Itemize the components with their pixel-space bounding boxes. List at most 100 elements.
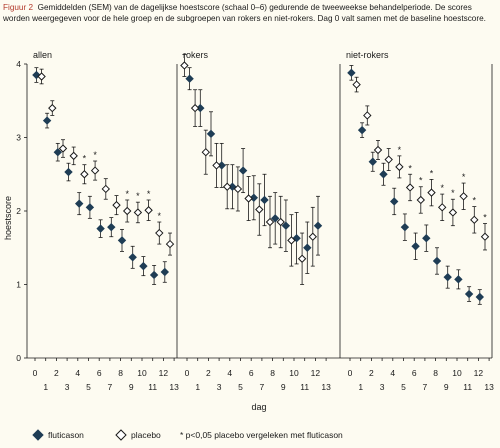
x-tick-label: 6: [249, 368, 254, 378]
panel-title: allen: [33, 50, 52, 60]
fluticason-marker: [313, 221, 323, 230]
placebo-point: [155, 221, 164, 245]
fluticason-marker: [368, 157, 378, 166]
placebo-point: [405, 173, 415, 202]
legend: fluticason placebo * p<0,05 placebo verg…: [32, 429, 343, 441]
significance-asterisk: *: [483, 212, 487, 222]
caption-label: Figuur 2: [3, 3, 34, 12]
placebo-marker: [144, 206, 153, 215]
figure-caption: Figuur 2 Gemiddelden (SEM) van de dageli…: [3, 3, 497, 24]
x-tick-label: 7: [108, 382, 113, 392]
x-tick-label: 5: [401, 382, 406, 392]
x-tick-label: 8: [433, 368, 438, 378]
fluticason-marker: [443, 272, 452, 282]
fluticason-point: [128, 245, 137, 269]
fluticason-marker: [117, 236, 127, 245]
placebo-point: [190, 89, 200, 127]
fluticason-point: [411, 232, 420, 260]
placebo-marker: [459, 192, 468, 201]
panel-title: niet-rokers: [346, 50, 389, 60]
fluticason-point: [74, 192, 84, 216]
fluticason-point: [196, 89, 205, 127]
fluticason-point: [379, 162, 388, 186]
x-tick-label: 8: [270, 368, 275, 378]
fluticason-marker: [64, 167, 73, 177]
fluticason-point: [400, 213, 410, 241]
fluticason-point: [32, 67, 41, 83]
fluticason-marker: [464, 289, 474, 299]
x-tick-label: 2: [206, 368, 211, 378]
fluticason-point: [139, 256, 148, 277]
fluticason-point: [96, 219, 105, 238]
x-tick-label: 4: [390, 368, 395, 378]
x-tick-label: 3: [217, 382, 222, 392]
significance-asterisk: *: [158, 211, 162, 221]
fluticason-point: [389, 187, 399, 216]
fluticason-marker: [42, 116, 52, 125]
y-tick-label: 0: [16, 353, 21, 363]
placebo-marker: [101, 184, 111, 194]
significance-asterisk: *: [473, 196, 477, 206]
placebo-point: [459, 182, 468, 210]
placebo-marker: [297, 254, 307, 263]
x-tick-label: 10: [289, 368, 299, 378]
x-tick-label: 10: [452, 368, 462, 378]
fluticason-marker: [454, 275, 463, 284]
fluticason-marker: [260, 195, 269, 205]
placebo-marker: [80, 170, 89, 179]
significance-asterisk: *: [136, 191, 140, 201]
fluticason-point: [347, 65, 356, 81]
x-tick-label: 13: [321, 382, 331, 392]
fluticason-point: [443, 265, 452, 289]
y-tick-label: 4: [16, 59, 21, 69]
fluticason-marker: [379, 170, 388, 179]
fluticason-marker: [96, 224, 105, 233]
placebo-marker: [58, 144, 68, 153]
x-tick-label: 5: [86, 382, 91, 392]
fluticason-point: [368, 151, 378, 172]
placebo-marker: [265, 217, 275, 227]
placebo-point: [427, 178, 436, 207]
x-tick-label: 13: [169, 382, 179, 392]
fluticason-marker: [422, 233, 431, 243]
placebo-marker: [287, 236, 296, 245]
placebo-marker: [233, 184, 243, 194]
placebo-point: [101, 178, 111, 200]
x-tick-label: 0: [348, 368, 353, 378]
placebo-point: [244, 176, 253, 221]
fluticason-point: [303, 221, 312, 274]
placebo-marker: [405, 183, 415, 192]
x-tick-label: 9: [129, 382, 134, 392]
legend-placebo-marker: [115, 429, 127, 441]
fluticason-point: [160, 261, 170, 283]
fluticason-marker: [281, 221, 291, 230]
placebo-point: [165, 232, 175, 256]
placebo-point: [133, 201, 143, 224]
placebo-point: [144, 199, 153, 221]
fluticason-marker: [303, 243, 312, 252]
fluticason-point: [422, 224, 431, 252]
placebo-marker: [255, 205, 264, 214]
placebo-point: [48, 100, 57, 116]
fluticason-marker: [160, 267, 170, 277]
x-tick-label: 1: [358, 382, 363, 392]
x-tick-label: 12: [311, 368, 321, 378]
fluticason-point: [313, 195, 323, 256]
x-axis-label: dag: [251, 402, 266, 412]
placebo-marker: [470, 215, 479, 225]
caption-text: Gemiddelden (SEM) van de dagelijkse hoes…: [3, 3, 486, 23]
x-tick-label: 4: [227, 368, 232, 378]
fluticason-point: [107, 217, 116, 238]
placebo-point: [212, 142, 221, 188]
x-tick-label: 11: [463, 382, 472, 392]
legend-fluticason-label: fluticason: [48, 430, 84, 440]
fluticason-marker: [185, 74, 194, 83]
x-tick-label: 7: [260, 382, 265, 392]
x-tick-label: 11: [148, 382, 157, 392]
placebo-marker: [352, 80, 361, 89]
placebo-marker: [480, 232, 490, 241]
placebo-marker: [180, 61, 189, 70]
fluticason-point: [454, 269, 463, 290]
fluticason-marker: [400, 222, 410, 232]
placebo-point: [58, 139, 68, 158]
